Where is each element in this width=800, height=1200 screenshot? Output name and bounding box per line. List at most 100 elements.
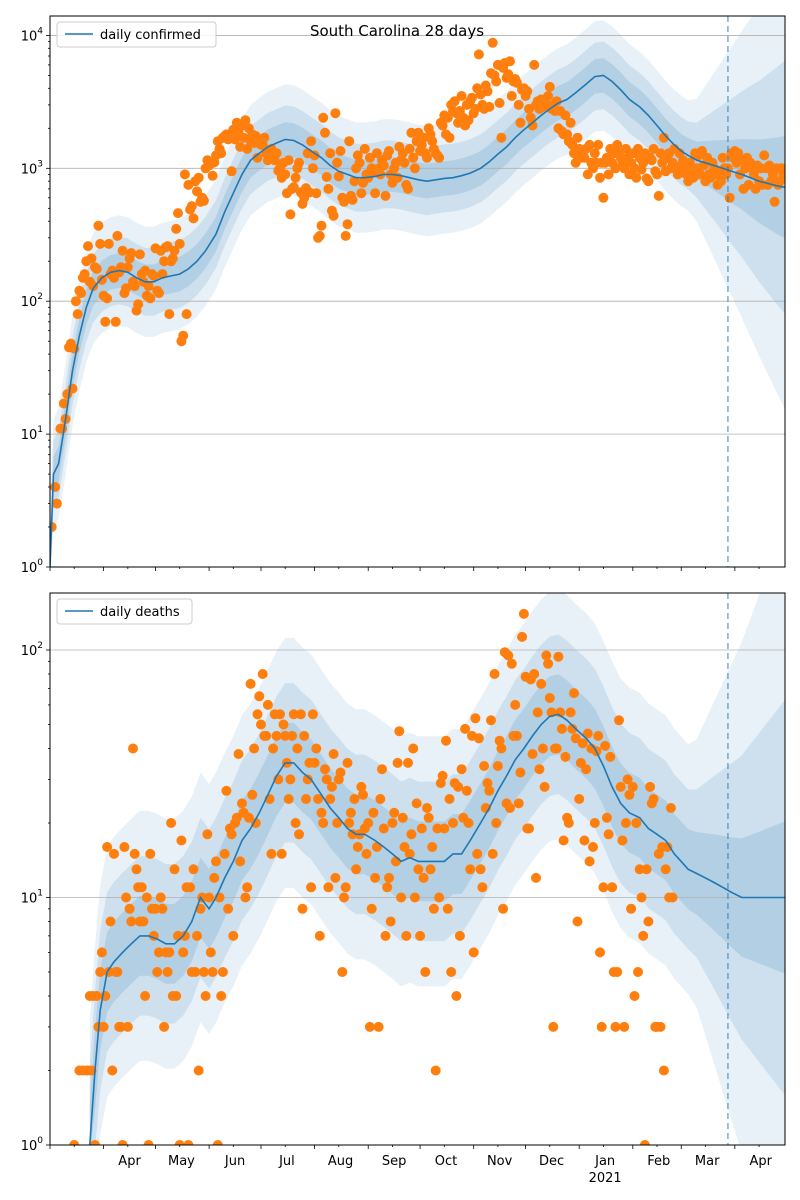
data-point bbox=[624, 789, 635, 800]
data-point bbox=[569, 688, 579, 699]
data-point bbox=[384, 872, 394, 883]
data-point bbox=[50, 482, 61, 492]
data-point bbox=[349, 794, 360, 804]
data-point bbox=[83, 241, 93, 252]
data-point bbox=[352, 842, 363, 852]
data-point bbox=[207, 170, 218, 181]
data-point bbox=[72, 309, 83, 320]
data-point bbox=[778, 169, 785, 180]
data-point bbox=[511, 77, 522, 88]
data-point bbox=[202, 829, 213, 840]
data-point bbox=[603, 829, 614, 840]
y-tick-label: 102 bbox=[21, 292, 43, 310]
data-point bbox=[143, 1140, 154, 1145]
data-point bbox=[553, 651, 564, 662]
data-point bbox=[473, 733, 484, 744]
data-point bbox=[529, 669, 540, 679]
data-point bbox=[339, 196, 349, 207]
data-point bbox=[193, 172, 204, 183]
series-line bbox=[50, 74, 785, 567]
data-point bbox=[584, 856, 595, 867]
data-point bbox=[297, 903, 308, 914]
data-point bbox=[404, 848, 415, 859]
data-point bbox=[460, 723, 471, 734]
data-point bbox=[380, 190, 391, 201]
data-point bbox=[665, 803, 676, 813]
data-point bbox=[378, 160, 389, 171]
axes-frame bbox=[49, 592, 786, 1146]
data-point bbox=[482, 86, 493, 97]
data-point bbox=[601, 812, 612, 823]
data-point bbox=[588, 842, 598, 852]
data-point bbox=[91, 991, 102, 1001]
data-point bbox=[684, 157, 695, 168]
data-point bbox=[633, 967, 643, 977]
data-point bbox=[193, 1065, 204, 1076]
data-point bbox=[339, 892, 349, 903]
data-point bbox=[697, 146, 707, 156]
data-point bbox=[491, 76, 502, 87]
data-point bbox=[494, 735, 505, 746]
data-point bbox=[159, 256, 170, 267]
data-point bbox=[667, 892, 678, 903]
data-point bbox=[448, 818, 458, 828]
data-point bbox=[79, 269, 90, 280]
data-point bbox=[648, 794, 659, 804]
data-point bbox=[371, 148, 382, 159]
data-point bbox=[138, 916, 149, 927]
data-point bbox=[344, 818, 355, 828]
data-point bbox=[416, 823, 427, 834]
x-tick-label: Dec bbox=[539, 1154, 564, 1169]
x-tick-label: May bbox=[168, 1154, 195, 1169]
data-point bbox=[615, 781, 626, 792]
data-point bbox=[126, 916, 137, 927]
data-point bbox=[614, 715, 624, 726]
data-point bbox=[290, 818, 301, 828]
data-point bbox=[333, 171, 344, 182]
data-point bbox=[456, 91, 467, 101]
data-point bbox=[247, 789, 258, 800]
data-point bbox=[769, 196, 780, 207]
data-point bbox=[198, 967, 209, 977]
data-point bbox=[306, 882, 317, 893]
data-point bbox=[283, 155, 294, 166]
data-point bbox=[517, 631, 528, 642]
data-point bbox=[479, 761, 490, 771]
data-point bbox=[188, 213, 199, 224]
data-point bbox=[119, 842, 130, 852]
data-point bbox=[90, 1140, 100, 1145]
data-point bbox=[577, 738, 588, 749]
data-point bbox=[477, 882, 488, 893]
data-point bbox=[570, 733, 581, 744]
data-point bbox=[408, 743, 419, 754]
observed-points bbox=[69, 608, 678, 1145]
data-point bbox=[145, 293, 156, 304]
data-point bbox=[444, 132, 455, 143]
data-point bbox=[422, 152, 432, 163]
data-point bbox=[397, 812, 408, 823]
data-point bbox=[330, 872, 341, 883]
data-point bbox=[76, 288, 87, 299]
data-point bbox=[58, 398, 69, 409]
deaths-chart: 100 101 102 Apr May Jun Jul Aug Sep Oct Nov Dec Jan F… bbox=[21, 592, 786, 1186]
data-point bbox=[171, 223, 182, 234]
data-point bbox=[513, 798, 524, 809]
data-point bbox=[589, 818, 600, 828]
data-point bbox=[288, 709, 299, 720]
data-point bbox=[652, 169, 662, 180]
data-point bbox=[242, 882, 253, 893]
data-point bbox=[472, 848, 483, 859]
data-point bbox=[598, 882, 609, 893]
data-point bbox=[262, 699, 273, 710]
data-point bbox=[437, 120, 448, 131]
data-point bbox=[96, 274, 107, 285]
data-point bbox=[95, 967, 106, 977]
observed-points bbox=[50, 37, 785, 532]
data-point bbox=[309, 150, 320, 161]
data-point bbox=[413, 864, 424, 875]
data-point bbox=[643, 916, 654, 927]
data-point bbox=[631, 818, 642, 828]
data-point bbox=[427, 136, 438, 147]
data-point bbox=[378, 823, 389, 834]
